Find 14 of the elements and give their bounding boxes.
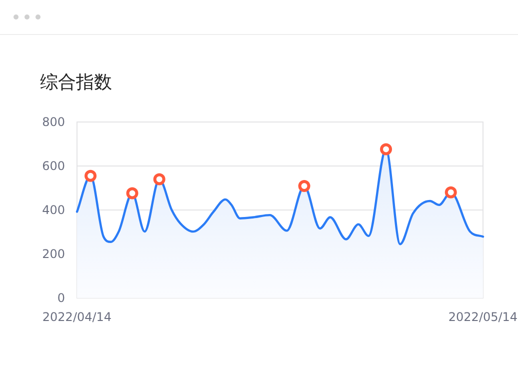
point xyxy=(126,187,138,200)
y-tick-label: 200 xyxy=(42,247,65,261)
chart-title: 综合指数 xyxy=(40,72,112,93)
point xyxy=(84,170,97,182)
y-tick-label: 600 xyxy=(42,159,65,173)
point xyxy=(380,143,392,156)
point xyxy=(298,180,310,192)
x-tick-label: 2022/05/14 xyxy=(448,310,518,324)
x-tick-label: 2022/04/14 xyxy=(42,310,112,324)
point xyxy=(444,186,457,198)
y-tick-label: 800 xyxy=(42,115,65,129)
y-tick-label: 0 xyxy=(57,291,65,305)
point xyxy=(153,173,166,186)
y-tick-label: 400 xyxy=(42,203,65,217)
